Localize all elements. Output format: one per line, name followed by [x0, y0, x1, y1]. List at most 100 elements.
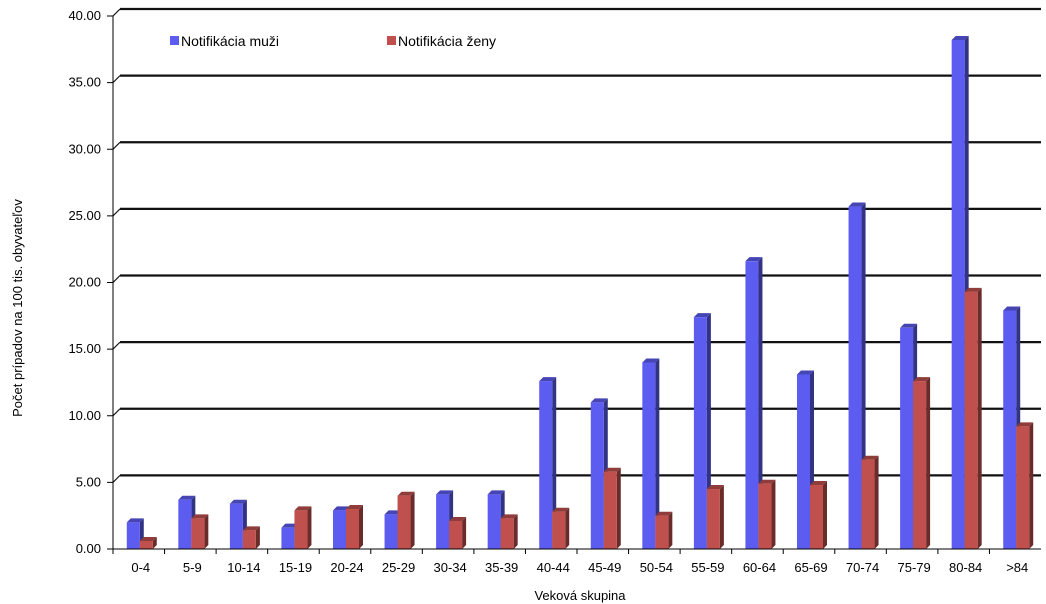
bar-front: [552, 511, 566, 549]
bar-top: [384, 510, 402, 515]
bar-top: [642, 358, 660, 363]
bar-top: [552, 507, 570, 512]
bar-front: [449, 521, 463, 549]
bar-front: [810, 485, 823, 549]
gridline-connector: [112, 208, 121, 217]
bar-side: [513, 514, 518, 549]
gridline-connector: [112, 275, 121, 283]
x-tick-label: 0-4: [131, 560, 150, 575]
bar-top: [539, 377, 557, 382]
bar-zeny-80-84: [964, 287, 982, 549]
bars: [126, 35, 1034, 550]
bar-top: [333, 506, 350, 511]
bar-top: [951, 35, 969, 40]
bar-side: [977, 287, 982, 549]
bar-muzi-50-54: [642, 358, 660, 549]
x-tick-label: 40-44: [537, 560, 570, 575]
bar-front: [384, 514, 398, 549]
gridline-connector: [112, 75, 121, 84]
bar-side: [204, 514, 209, 549]
x-tick-label: 20-24: [330, 560, 363, 575]
bar-front: [178, 499, 192, 549]
x-tick-label: 25-29: [382, 560, 415, 575]
bar-zeny-10-14: [242, 526, 260, 549]
bar-front: [500, 518, 514, 549]
bar-zeny-15-19: [294, 506, 312, 549]
bar-top: [500, 514, 518, 519]
bar-zeny-5-9: [191, 514, 209, 549]
bar-zeny->84: [1016, 422, 1034, 549]
bar-top: [191, 514, 209, 519]
bar-front: [951, 39, 965, 550]
bar-top: [436, 490, 454, 495]
x-axis-title: Veková skupina: [534, 588, 626, 603]
bar-side: [823, 481, 827, 549]
bar-top: [848, 202, 866, 207]
x-tick-label: 15-19: [279, 560, 312, 575]
y-tick-labels: 0.00 5.00 10.00 15.00 20.00 25.00 30.00 35.00 40…: [68, 8, 113, 556]
bar-front: [797, 374, 810, 549]
bar-top: [810, 481, 827, 486]
bar-top: [139, 537, 157, 542]
y-tick-label: 25.00: [68, 208, 101, 223]
legend-swatch-muzi: [170, 36, 179, 45]
bar-front: [745, 261, 759, 549]
bar-front: [1003, 310, 1017, 549]
bar-front: [706, 489, 720, 549]
y-tick-label: 35.00: [68, 75, 101, 90]
bar-side: [359, 505, 363, 549]
bar-front: [229, 503, 243, 549]
bar-zeny-45-49: [603, 467, 621, 549]
bar-top: [487, 490, 505, 495]
legend-label-muzi: Notifikácia muži: [181, 33, 279, 49]
bar-top: [294, 506, 312, 511]
bar-top: [397, 491, 415, 496]
bar-front: [603, 471, 617, 549]
bar-top: [1016, 422, 1034, 427]
x-tick-label: 70-74: [846, 560, 879, 575]
x-tick-label: 60-64: [743, 560, 776, 575]
bar-zeny-60-64: [758, 479, 776, 549]
bar-front: [900, 327, 914, 549]
bar-top: [126, 518, 144, 523]
bar-zeny-55-59: [706, 485, 724, 549]
bar-side: [255, 526, 260, 549]
x-tick-label: 75-79: [897, 560, 930, 575]
bar-muzi-10-14: [229, 499, 247, 549]
x-tick-label: 80-84: [949, 560, 982, 575]
bar-zeny-70-74: [861, 455, 879, 549]
bar-top: [900, 323, 918, 328]
bar-zeny-50-54: [655, 511, 673, 549]
bar-zeny-75-79: [913, 377, 931, 549]
bar-top: [861, 455, 879, 460]
bar-zeny-0-4: [139, 537, 157, 549]
bar-side: [410, 491, 415, 549]
bar-top: [590, 398, 608, 403]
bar-zeny-65-69: [810, 481, 827, 549]
bar-side: [874, 455, 879, 549]
x-tick-label: 55-59: [691, 560, 724, 575]
bar-zeny-20-24: [346, 505, 363, 549]
gridline-connector: [112, 8, 121, 17]
bar-top: [1003, 306, 1021, 311]
bar-front: [294, 510, 308, 549]
bar-front: [397, 495, 411, 549]
y-tick-label: 0.00: [76, 541, 101, 556]
gridlines: [112, 7, 1041, 483]
bar-front: [590, 402, 604, 549]
bar-front: [346, 509, 359, 549]
bar-side: [668, 511, 673, 549]
bar-side: [926, 377, 931, 549]
bar-front: [539, 381, 553, 549]
y-tick-label: 40.00: [68, 8, 101, 23]
bar-front: [964, 291, 978, 549]
y-tick-label: 30.00: [68, 141, 101, 156]
y-axis-title: Počet prípadov na 100 tis. obyvateľov: [10, 199, 25, 417]
bar-top: [346, 505, 363, 510]
bar-top: [229, 499, 247, 504]
x-tick-label: 65-69: [794, 560, 827, 575]
bar-top: [913, 377, 931, 382]
bar-side: [307, 506, 312, 549]
bar-zeny-30-34: [449, 517, 467, 549]
